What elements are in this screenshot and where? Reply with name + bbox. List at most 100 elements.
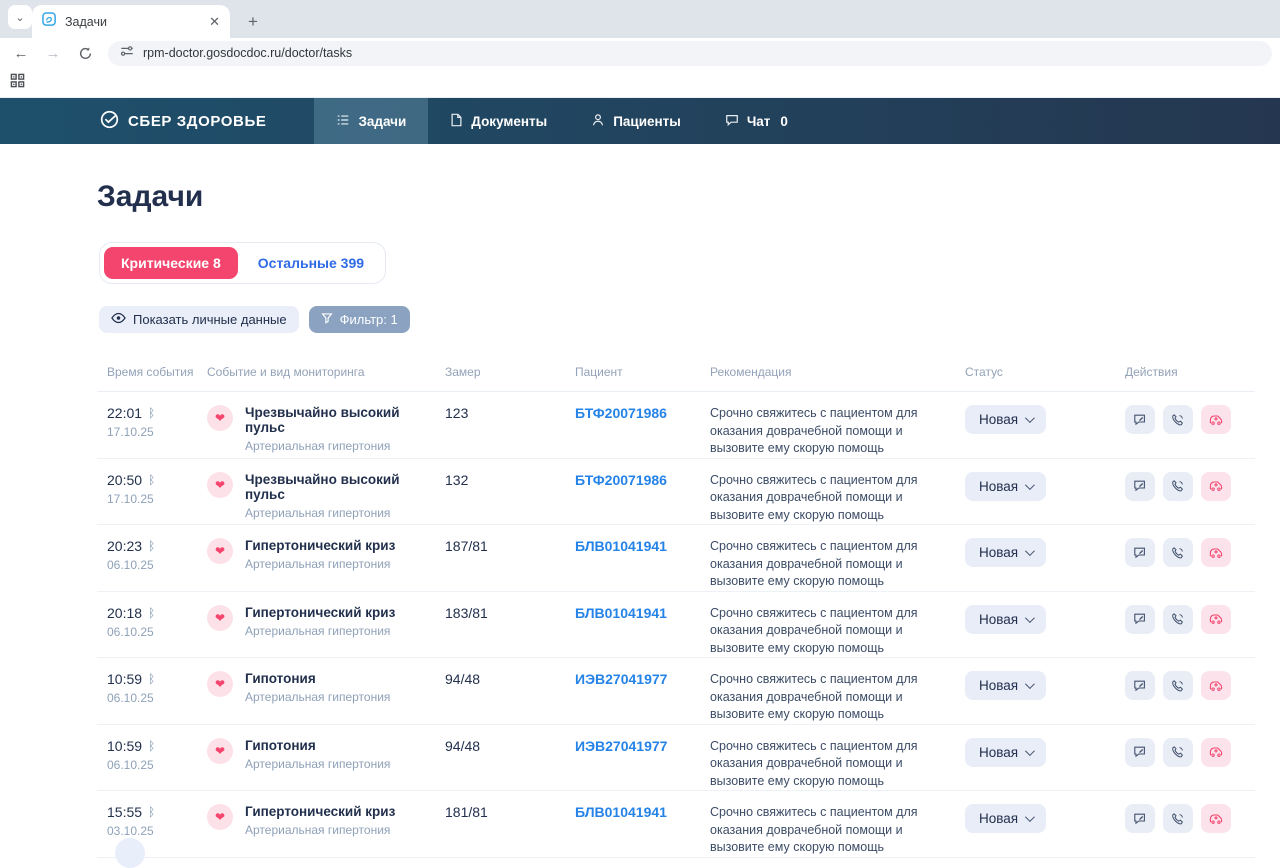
reload-icon[interactable] bbox=[72, 40, 98, 66]
patient-link[interactable]: БЛВ01041941 bbox=[575, 804, 667, 820]
nav-item-tasks[interactable]: Задачи bbox=[314, 98, 428, 144]
status-dropdown[interactable]: Новая bbox=[965, 472, 1046, 501]
recommendation-text: Срочно свяжитесь с пациентом для оказани… bbox=[700, 538, 955, 591]
back-icon[interactable]: ← bbox=[8, 40, 34, 66]
filter-button[interactable]: Фильтр: 1 bbox=[309, 306, 410, 333]
monitoring-type: Артериальная гипертония bbox=[245, 439, 435, 453]
nav-item-chat[interactable]: Чат 0 bbox=[703, 98, 810, 144]
ambulance-button[interactable] bbox=[1201, 472, 1231, 501]
message-button[interactable] bbox=[1125, 804, 1155, 833]
status-label: Новая bbox=[979, 545, 1018, 560]
message-button[interactable] bbox=[1125, 538, 1155, 567]
call-button[interactable] bbox=[1163, 472, 1193, 501]
ambulance-button[interactable] bbox=[1201, 538, 1231, 567]
ambulance-button[interactable] bbox=[1201, 671, 1231, 700]
forward-icon[interactable]: → bbox=[40, 40, 66, 66]
status-dropdown[interactable]: Новая bbox=[965, 405, 1046, 434]
message-button[interactable] bbox=[1125, 472, 1155, 501]
recommendation-text: Срочно свяжитесь с пациентом для оказани… bbox=[700, 738, 955, 791]
bluetooth-icon: ᛒ bbox=[148, 739, 155, 753]
call-button[interactable] bbox=[1163, 804, 1193, 833]
chevron-down-icon bbox=[1025, 812, 1035, 822]
event-cell: ❤ Гипотония Артериальная гипертония bbox=[197, 738, 435, 771]
nav-item-patients[interactable]: Пациенты bbox=[569, 98, 703, 144]
patient-link[interactable]: БТФ20071986 bbox=[575, 472, 667, 488]
actions-cell bbox=[1115, 538, 1255, 567]
page-title: Задачи bbox=[97, 180, 1280, 214]
message-button[interactable] bbox=[1125, 405, 1155, 434]
tab-title: Задачи bbox=[65, 15, 201, 29]
url-text: rpm-doctor.gosdocdoc.ru/doctor/tasks bbox=[143, 46, 352, 60]
message-button[interactable] bbox=[1125, 671, 1155, 700]
nav-item-documents[interactable]: Документы bbox=[428, 98, 569, 144]
event-time: 20:18 bbox=[107, 605, 142, 621]
column-header: Время события bbox=[97, 365, 197, 379]
column-header: Статус bbox=[955, 365, 1115, 379]
measurement-value: 94/48 bbox=[435, 671, 565, 687]
close-icon[interactable]: ✕ bbox=[209, 15, 220, 28]
tasks-page: Задачи Критические 8 Остальные 399 Показ… bbox=[0, 180, 1280, 868]
bluetooth-icon: ᛒ bbox=[148, 473, 155, 487]
tab-critical[interactable]: Критические 8 bbox=[104, 247, 238, 279]
table-row: 22:01 ᛒ 17.10.25 ❤ Чрезвычайно высокий п… bbox=[97, 392, 1255, 459]
tab-others[interactable]: Остальные 399 bbox=[241, 247, 381, 279]
status-dropdown[interactable]: Новая bbox=[965, 804, 1046, 833]
event-title: Чрезвычайно высокий пульс bbox=[245, 405, 435, 435]
call-button[interactable] bbox=[1163, 405, 1193, 434]
address-bar[interactable]: rpm-doctor.gosdocdoc.ru/doctor/tasks bbox=[108, 41, 1272, 66]
patient-link[interactable]: ИЭВ27041977 bbox=[575, 671, 667, 687]
patient-link[interactable]: ИЭВ27041977 bbox=[575, 738, 667, 754]
site-info-icon[interactable] bbox=[120, 44, 134, 63]
status-dropdown[interactable]: Новая bbox=[965, 605, 1046, 634]
event-title: Гипотония bbox=[245, 738, 390, 753]
patient-link[interactable]: БТФ20071986 bbox=[575, 405, 667, 421]
browser-tab-tasks[interactable]: Задачи ✕ bbox=[32, 5, 230, 38]
sber-health-favicon bbox=[42, 12, 57, 32]
chevron-down-icon bbox=[1025, 613, 1035, 623]
filter-funnel-icon bbox=[321, 312, 333, 327]
actions-cell bbox=[1115, 405, 1255, 434]
show-personal-data-button[interactable]: Показать личные данные bbox=[99, 306, 299, 333]
status-dropdown[interactable]: Новая bbox=[965, 538, 1046, 567]
event-title: Гипертонический криз bbox=[245, 605, 395, 620]
tab-search-button[interactable]: ⌄ bbox=[8, 5, 32, 29]
patient-link[interactable]: БЛВ01041941 bbox=[575, 605, 667, 621]
new-tab-button[interactable]: + bbox=[240, 9, 266, 35]
ambulance-button[interactable] bbox=[1201, 405, 1231, 434]
event-cell: ❤ Гипертонический криз Артериальная гипе… bbox=[197, 605, 435, 638]
call-button[interactable] bbox=[1163, 738, 1193, 767]
table-controls: Показать личные данные Фильтр: 1 bbox=[99, 306, 1280, 333]
monitoring-type: Артериальная гипертония bbox=[245, 690, 390, 704]
chevron-down-icon bbox=[1025, 546, 1035, 556]
column-header: Рекомендация bbox=[700, 365, 955, 379]
status-dropdown[interactable]: Новая bbox=[965, 671, 1046, 700]
actions-cell bbox=[1115, 671, 1255, 700]
message-button[interactable] bbox=[1125, 605, 1155, 634]
ambulance-button[interactable] bbox=[1201, 804, 1231, 833]
ambulance-button[interactable] bbox=[1201, 738, 1231, 767]
pagination-button-partial[interactable] bbox=[115, 838, 145, 868]
status-label: Новая bbox=[979, 612, 1018, 627]
sber-health-logo[interactable]: СБЕР ЗДОРОВЬЕ bbox=[100, 98, 266, 144]
measurement-value: 132 bbox=[435, 472, 565, 488]
status-dropdown[interactable]: Новая bbox=[965, 738, 1046, 767]
event-date: 06.10.25 bbox=[107, 625, 197, 639]
call-button[interactable] bbox=[1163, 671, 1193, 700]
ambulance-button[interactable] bbox=[1201, 605, 1231, 634]
column-header: Событие и вид мониторинга bbox=[197, 365, 435, 379]
message-button[interactable] bbox=[1125, 738, 1155, 767]
table-row: 10:59 ᛒ 06.10.25 ❤ Гипотония Артериальна… bbox=[97, 658, 1255, 725]
table-row: 20:23 ᛒ 06.10.25 ❤ Гипертонический криз … bbox=[97, 525, 1255, 592]
patient-link[interactable]: БЛВ01041941 bbox=[575, 538, 667, 554]
apps-grid-icon[interactable] bbox=[10, 73, 25, 93]
call-button[interactable] bbox=[1163, 538, 1193, 567]
monitoring-type: Артериальная гипертония bbox=[245, 557, 395, 571]
tasks-table: Время события Событие и вид мониторинга … bbox=[97, 359, 1255, 868]
call-button[interactable] bbox=[1163, 605, 1193, 634]
eye-icon bbox=[111, 312, 126, 327]
chevron-down-icon bbox=[1025, 480, 1035, 490]
recommendation-text: Срочно свяжитесь с пациентом для оказани… bbox=[700, 804, 955, 857]
table-row: 15:55 ᛒ 03.10.25 ❤ Гипертонический криз … bbox=[97, 791, 1255, 858]
chat-count-badge: 0 bbox=[780, 114, 788, 129]
event-time-cell: 10:59 ᛒ 06.10.25 bbox=[97, 671, 197, 705]
